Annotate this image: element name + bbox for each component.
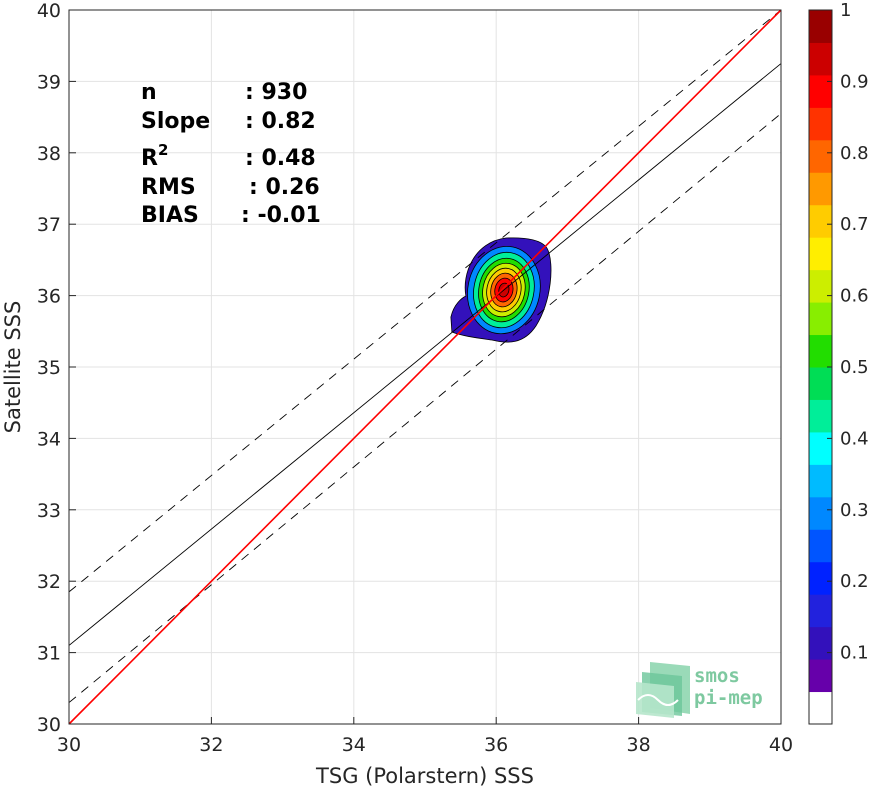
colorbar-tick-label: 0.1 — [840, 643, 869, 664]
colorbar-segment — [809, 269, 832, 303]
colorbar-segment — [809, 42, 832, 76]
colorbar-segment — [809, 691, 832, 725]
stats-box: n : 930 Slope : 0.82 R2 : 0.48 RMS : 0.26 BIAS : … — [141, 80, 321, 228]
colorbar-segment — [809, 172, 832, 206]
stat-value: : 930 — [245, 80, 307, 105]
y-tick-label: 39 — [37, 71, 61, 93]
colorbar-tick-label: 1 — [840, 0, 851, 21]
colorbar-tick-label: 0.6 — [840, 286, 869, 307]
stat-name: R2 — [141, 141, 168, 171]
colorbar: 0.1 0.2 0.3 0.4 0.5 0.6 0.7 0.8 0.9 1 — [808, 0, 869, 725]
x-tick-label: 30 — [57, 734, 81, 756]
colorbar-segment — [809, 10, 832, 43]
y-tick-label: 38 — [37, 143, 61, 165]
x-tick-label: 36 — [484, 734, 508, 756]
x-axis-label: TSG (Polarstern) SSS — [315, 764, 534, 788]
y-tick-label: 33 — [37, 500, 61, 522]
colorbar-segment — [809, 431, 832, 465]
stat-name: BIAS — [141, 203, 199, 228]
y-axis-label: Satellite SSS — [1, 301, 25, 434]
x-tick-label: 38 — [627, 734, 651, 756]
stat-superscript: 2 — [158, 141, 168, 159]
colorbar-segment — [809, 594, 832, 628]
plot-frame — [68, 9, 782, 725]
colorbar-segment — [809, 561, 832, 595]
stat-value: : 0.48 — [245, 146, 316, 171]
wave-logo-icon — [636, 662, 690, 718]
colorbar-tick-label: 0.2 — [840, 571, 869, 592]
y-tick-label: 37 — [37, 214, 61, 236]
lower-bound-line — [68, 113, 782, 703]
colorbar-tick-label: 0.5 — [840, 357, 869, 378]
logo-line1: smos — [694, 665, 740, 687]
colorbar-segment — [809, 367, 832, 400]
colorbar-tick-label: 0.7 — [840, 214, 869, 235]
y-tick-labels: 30 31 32 33 34 35 36 37 38 39 40 — [37, 0, 61, 736]
stat-value: : 0.26 — [249, 175, 320, 200]
stat-value: : 0.82 — [245, 109, 316, 134]
y-tick-label: 40 — [37, 0, 61, 22]
colorbar-segment — [809, 302, 832, 336]
colorbar-segment — [809, 334, 832, 368]
upper-bound-line — [68, 9, 782, 593]
y-tick-label: 36 — [37, 286, 61, 308]
identity-line — [68, 9, 782, 725]
colorbar-segment — [809, 204, 832, 238]
colorbar-tick-label: 0.3 — [840, 500, 869, 521]
stat-name: n — [141, 80, 157, 105]
colorbar-segment — [809, 107, 832, 141]
regression-line — [68, 63, 782, 646]
colorbar-segment — [809, 237, 832, 271]
stat-name: Slope — [141, 109, 210, 134]
stat-value: : -0.01 — [241, 203, 321, 228]
logo-line2: pi-mep — [694, 687, 763, 709]
colorbar-segment — [809, 626, 832, 660]
y-tick-label: 31 — [37, 643, 61, 665]
colorbar-tick-label: 0.9 — [840, 71, 869, 92]
y-tick-label: 32 — [37, 571, 61, 593]
x-tick-labels: 30 32 34 36 38 40 — [57, 734, 793, 756]
colorbar-segment — [809, 529, 832, 563]
colorbar-tick-label: 0.4 — [840, 428, 869, 449]
x-tick-label: 32 — [199, 734, 223, 756]
colorbar-tick-label: 0.8 — [840, 143, 869, 164]
colorbar-segment — [809, 464, 832, 498]
colorbar-segment — [809, 496, 832, 530]
y-tick-label: 35 — [37, 357, 61, 379]
x-tick-label: 34 — [342, 734, 366, 756]
colorbar-segment — [809, 659, 832, 693]
colorbar-segment — [809, 74, 832, 108]
y-tick-label: 34 — [37, 428, 61, 450]
x-tick-label: 40 — [769, 734, 793, 756]
smos-pimep-logo: smos pi-mep — [636, 662, 763, 718]
colorbar-segment — [809, 139, 832, 173]
stat-name: RMS — [141, 175, 196, 200]
fit-lines — [68, 9, 782, 725]
y-tick-label: 30 — [37, 714, 61, 736]
colorbar-segment — [809, 399, 832, 433]
